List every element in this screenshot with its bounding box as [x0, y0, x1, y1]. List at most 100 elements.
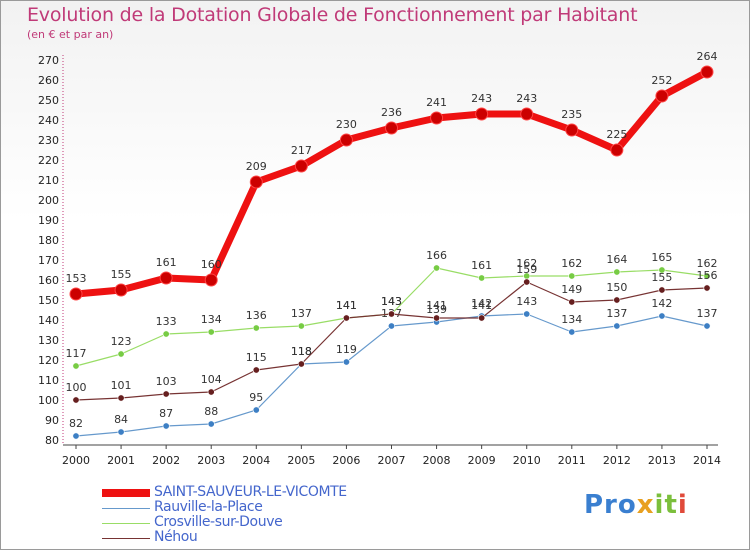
data-point: [252, 366, 260, 374]
data-point: [520, 107, 534, 121]
data-label: 142: [651, 297, 672, 310]
data-point: [207, 328, 215, 336]
data-label: 225: [606, 128, 627, 141]
data-point: [252, 324, 260, 332]
data-point: [294, 159, 308, 173]
legend: SAINT-SAUVEUR-LE-VICOMTE Rauville-la-Pla…: [102, 484, 402, 546]
data-point: [655, 89, 669, 103]
y-tick-label: 230: [38, 134, 59, 147]
x-tick-label: 2006: [332, 454, 360, 467]
data-label: 88: [204, 405, 218, 418]
data-label: 160: [201, 258, 222, 271]
y-tick-label: 170: [38, 254, 59, 267]
legend-item-crosville: Crosville-sur-Douve: [102, 514, 402, 531]
x-tick-label: 2000: [62, 454, 90, 467]
x-tick-label: 2005: [287, 454, 315, 467]
data-point: [523, 310, 531, 318]
proxiti-logo: Proxiti: [584, 490, 688, 520]
data-label: 134: [561, 313, 582, 326]
data-label: 161: [156, 256, 177, 269]
data-label: 143: [516, 295, 537, 308]
data-label: 243: [471, 92, 492, 105]
data-point: [703, 284, 711, 292]
data-point: [114, 283, 128, 297]
data-label: 137: [606, 307, 627, 320]
data-point: [703, 272, 711, 280]
y-tick-label: 210: [38, 174, 59, 187]
data-point: [72, 432, 80, 440]
data-point: [117, 394, 125, 402]
y-tick-label: 110: [38, 374, 59, 387]
x-tick-label: 2001: [107, 454, 135, 467]
chart-subtitle: (en € et par an): [27, 28, 114, 41]
data-point: [339, 133, 353, 147]
x-tick-label: 2003: [197, 454, 225, 467]
data-point: [475, 107, 489, 121]
legend-swatch: [102, 523, 150, 524]
data-point: [342, 358, 350, 366]
data-point: [342, 314, 350, 322]
y-tick-label: 260: [38, 74, 59, 87]
x-tick-label: 2011: [558, 454, 586, 467]
x-tick-label: 2007: [378, 454, 406, 467]
data-point: [478, 314, 486, 322]
y-tick-label: 190: [38, 214, 59, 227]
data-point: [568, 328, 576, 336]
data-label: 95: [249, 391, 263, 404]
y-tick-label: 270: [38, 54, 59, 67]
legend-label: Crosville-sur-Douve: [154, 514, 283, 530]
chart-title: Evolution de la Dotation Globale de Fonc…: [27, 4, 638, 26]
y-tick-label: 240: [38, 114, 59, 127]
series-2: 117 123 133 134 136 137 141 143 166 161 162 162 164 1…: [66, 249, 718, 370]
data-point: [162, 330, 170, 338]
x-tick-label: 2004: [242, 454, 270, 467]
x-tick-label: 2010: [513, 454, 541, 467]
data-point: [703, 322, 711, 330]
legend-label: SAINT-SAUVEUR-LE-VICOMTE: [154, 484, 347, 500]
data-label: 165: [651, 251, 672, 264]
data-label: 162: [697, 257, 718, 270]
data-point: [658, 312, 666, 320]
data-point: [72, 362, 80, 370]
legend-label: Néhou: [154, 529, 198, 545]
data-label: 230: [336, 118, 357, 131]
data-point: [159, 271, 173, 285]
data-point: [613, 322, 621, 330]
data-label: 235: [561, 108, 582, 121]
plot-area: 82 84 87 88 95 118 119 137 139 142 143 134 137 142 137…: [66, 50, 718, 440]
data-label: 143: [381, 295, 402, 308]
y-tick-label: 250: [38, 94, 59, 107]
data-point: [658, 266, 666, 274]
data-label: 217: [291, 144, 312, 157]
y-tick-label: 150: [38, 294, 59, 307]
data-label: 118: [291, 345, 312, 358]
x-tick-label: 2008: [423, 454, 451, 467]
data-label: 82: [69, 417, 83, 430]
data-label: 117: [66, 347, 87, 360]
data-label: 136: [246, 309, 267, 322]
data-point: [252, 406, 260, 414]
data-point: [613, 268, 621, 276]
data-point: [162, 422, 170, 430]
data-label: 137: [291, 307, 312, 320]
data-label: 84: [114, 413, 128, 426]
x-tick-label: 2014: [693, 454, 721, 467]
data-label: 104: [201, 373, 222, 386]
y-tick-label: 200: [38, 194, 59, 207]
data-label: 149: [561, 283, 582, 296]
y-tick-label: 130: [38, 334, 59, 347]
data-point: [433, 264, 441, 272]
data-label: 161: [471, 259, 492, 272]
data-label: 141: [336, 299, 357, 312]
data-label: 118: [291, 345, 312, 358]
data-label: 141: [426, 299, 447, 312]
y-tick-label: 160: [38, 274, 59, 287]
data-label: 164: [606, 253, 627, 266]
data-point: [117, 428, 125, 436]
legend-item-saint-sauveur: SAINT-SAUVEUR-LE-VICOMTE: [102, 484, 402, 501]
series-0: 153 155 161 160 209 217 230 236 241 243 243 235 225 2…: [66, 50, 718, 301]
data-label: 153: [66, 272, 87, 285]
data-label: 142: [471, 297, 492, 310]
data-point: [433, 314, 441, 322]
